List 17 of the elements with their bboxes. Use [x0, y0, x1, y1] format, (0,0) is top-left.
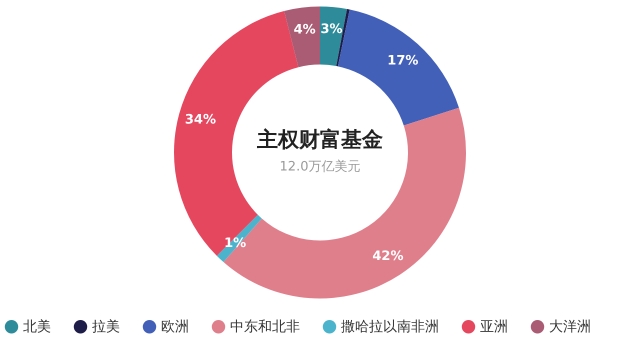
legend-label: 亚洲	[480, 318, 508, 335]
legend-label: 欧洲	[161, 318, 189, 335]
text: 主权财富基金	[256, 128, 383, 152]
data-label: 34%	[184, 112, 216, 128]
text: 12.0万亿美元	[280, 158, 360, 174]
legend-label: 中东和北非	[230, 318, 300, 335]
donut-slice	[223, 108, 466, 298]
data-label: 4%	[294, 22, 316, 38]
data-label: 3%	[320, 22, 343, 38]
donut-slice	[284, 6, 320, 68]
legend-label: 撒哈拉以南非洲	[341, 318, 439, 335]
data-label: 17%	[387, 53, 418, 68]
legend-label: 大洋洲	[549, 318, 591, 335]
legend-label: 北美	[23, 318, 51, 335]
legend-label: 拉美	[92, 318, 120, 335]
donut-slice	[320, 6, 348, 66]
data-label: 42%	[372, 249, 404, 264]
